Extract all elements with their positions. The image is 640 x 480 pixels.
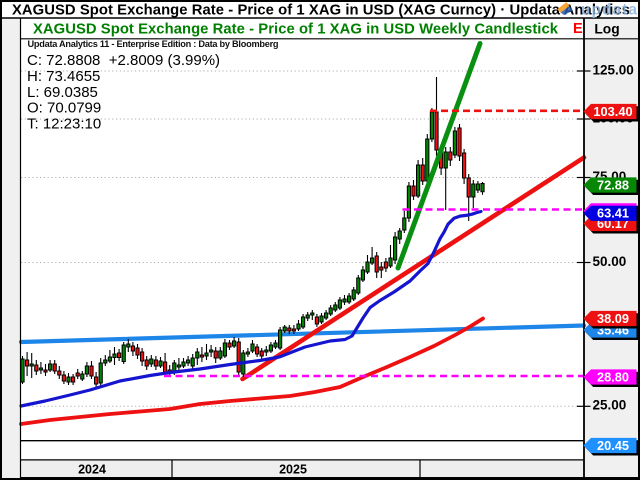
svg-text:2024: 2024 bbox=[78, 463, 106, 477]
svg-text:103.40: 103.40 bbox=[593, 104, 632, 119]
svg-text:63.41: 63.41 bbox=[597, 206, 629, 221]
svg-text:50.00: 50.00 bbox=[593, 254, 627, 269]
svg-text:XAGUSD Spot Exchange Rate - Pr: XAGUSD Spot Exchange Rate - Price of 1 X… bbox=[12, 2, 630, 18]
svg-text:Updata Analytics 11 - Enterpri: Updata Analytics 11 - Enterprise Edition… bbox=[28, 39, 279, 49]
svg-text:125.00: 125.00 bbox=[593, 62, 634, 77]
svg-text:L: 69.0385: L: 69.0385 bbox=[27, 84, 98, 101]
svg-text:T: 12:23:10: T: 12:23:10 bbox=[27, 115, 101, 132]
svg-text:38.09: 38.09 bbox=[597, 311, 629, 326]
svg-text:updata: updata bbox=[581, 2, 637, 19]
svg-text:XAGUSD Spot Exchange Rate - Pr: XAGUSD Spot Exchange Rate - Price of 1 X… bbox=[33, 22, 559, 38]
svg-text:2025: 2025 bbox=[279, 463, 307, 477]
svg-text:72.88: 72.88 bbox=[597, 177, 629, 192]
svg-text:E: E bbox=[573, 21, 583, 37]
svg-text:C: 72.8808 +2.8009 (3.99%): C: 72.8808 +2.8009 (3.99%) bbox=[27, 52, 220, 69]
svg-text:H: 73.4655: H: 73.4655 bbox=[27, 68, 100, 85]
svg-text:O: 70.0799: O: 70.0799 bbox=[27, 99, 101, 116]
svg-text:28.80: 28.80 bbox=[597, 369, 629, 384]
svg-text:20.45: 20.45 bbox=[597, 438, 629, 453]
svg-text:25.00: 25.00 bbox=[593, 398, 627, 413]
svg-text:Log: Log bbox=[594, 22, 619, 37]
